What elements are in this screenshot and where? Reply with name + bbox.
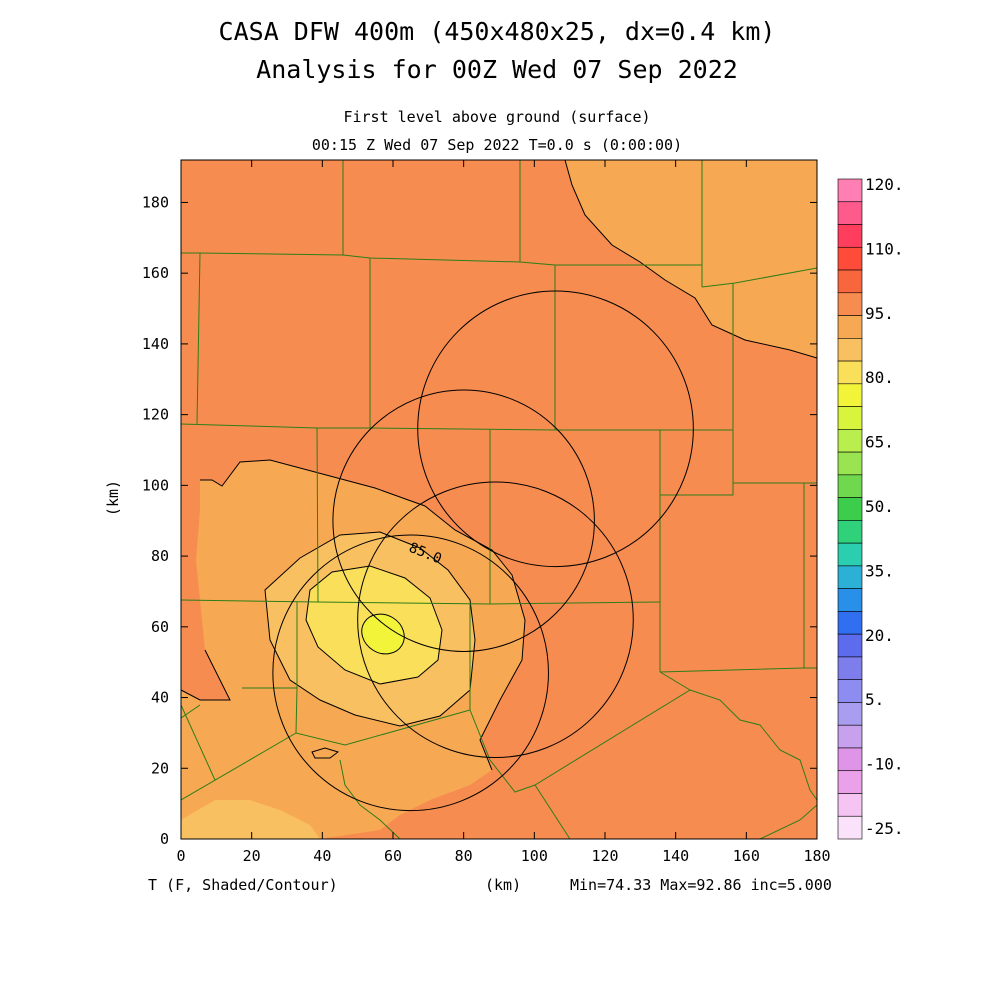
x-axis: 0 20 40 60 80 100 120 140 160 180 bbox=[176, 160, 831, 865]
x-tick-label-6: 120 bbox=[591, 847, 618, 865]
colorbar-segment-3 bbox=[837, 246, 863, 271]
radar-ring-2 bbox=[357, 481, 634, 759]
colorbar-label-4: 65. bbox=[865, 433, 894, 452]
x-tick-label-5: 100 bbox=[521, 847, 548, 865]
colorbar-label-5: 50. bbox=[865, 497, 894, 516]
colorbar bbox=[837, 178, 863, 840]
colorbar-segment-8 bbox=[837, 360, 863, 385]
colorbar-label-0: 120. bbox=[865, 175, 904, 194]
colorbar-segment-18 bbox=[837, 588, 863, 612]
y-tick-label-7: 140 bbox=[142, 335, 169, 353]
radar-range-rings bbox=[272, 290, 694, 812]
x-unit-label: (km) bbox=[485, 876, 521, 894]
colorbar-label-6: 35. bbox=[865, 561, 894, 580]
county-boundaries bbox=[181, 160, 817, 839]
radar-ring-0 bbox=[417, 290, 694, 568]
plot-frame bbox=[180, 159, 818, 840]
colorbar-segment-24 bbox=[837, 724, 863, 749]
colorbar-label-8: 5. bbox=[865, 690, 884, 709]
x-tick-label-7: 140 bbox=[662, 847, 689, 865]
main-title: CASA DFW 400m (450x480x25, dx=0.4 km) bbox=[219, 17, 776, 46]
colorbar-labels: 120. 110. 95. 80. 65. 50. 35. 20. 5. -10. -25. bbox=[865, 175, 904, 838]
y-axis-label: (km) bbox=[104, 480, 122, 516]
colorbar-segment-0 bbox=[837, 178, 863, 203]
colorbar-segment-21 bbox=[837, 656, 863, 680]
colorbar-segment-5 bbox=[837, 292, 863, 316]
y-tick-label-3: 60 bbox=[151, 618, 169, 636]
radar-ring-1 bbox=[332, 389, 595, 652]
colorbar-segment-26 bbox=[837, 770, 863, 794]
colorbar-label-10: -25. bbox=[865, 819, 904, 838]
y-tick-label-0: 0 bbox=[160, 830, 169, 848]
level-subtitle: First level above ground (surface) bbox=[343, 108, 650, 126]
y-tick-label-6: 120 bbox=[142, 406, 169, 424]
colorbar-label-2: 95. bbox=[865, 304, 894, 323]
x-tick-label-1: 20 bbox=[243, 847, 261, 865]
colorbar-segment-22 bbox=[837, 679, 863, 703]
colorbar-segment-25 bbox=[837, 747, 863, 772]
y-tick-label-1: 20 bbox=[151, 759, 169, 777]
radar-ring-3 bbox=[272, 534, 549, 812]
y-tick-label-4: 80 bbox=[151, 547, 169, 565]
colorbar-segment-15 bbox=[837, 520, 863, 544]
contour-85 bbox=[200, 459, 526, 771]
colorbar-segment-10 bbox=[837, 406, 863, 430]
y-tick-label-9: 180 bbox=[142, 193, 169, 211]
colorbar-label-9: -10. bbox=[865, 755, 904, 774]
colorbar-segment-28 bbox=[837, 815, 863, 840]
y-tick-label-5: 100 bbox=[142, 476, 169, 494]
x-tick-label-3: 60 bbox=[384, 847, 402, 865]
y-axis: 0 20 40 60 80 100 120 140 160 180 bbox=[142, 193, 817, 848]
time-subtitle: 00:15 Z Wed 07 Sep 2022 T=0.0 s (0:00:00… bbox=[312, 136, 682, 154]
x-tick-label-4: 80 bbox=[455, 847, 473, 865]
colorbar-segment-27 bbox=[837, 793, 863, 817]
colorbar-segment-1 bbox=[837, 201, 863, 225]
y-tick-label-8: 160 bbox=[142, 264, 169, 282]
colorbar-segment-12 bbox=[837, 451, 863, 476]
contour-sw bbox=[181, 649, 231, 701]
colorbar-label-7: 20. bbox=[865, 626, 894, 645]
colorbar-segment-2 bbox=[837, 224, 863, 248]
field-stats: Min=74.33 Max=92.86 inc=5.000 bbox=[570, 876, 832, 894]
x-tick-label-9: 180 bbox=[803, 847, 830, 865]
colorbar-segment-17 bbox=[837, 565, 863, 589]
colorbar-segment-6 bbox=[837, 315, 863, 339]
colorbar-segment-14 bbox=[837, 497, 863, 521]
temperature-field-80-85-southwest bbox=[181, 800, 320, 839]
variable-label: T (F, Shaded/Contour) bbox=[148, 876, 338, 894]
colorbar-label-3: 80. bbox=[865, 368, 894, 387]
colorbar-segment-9 bbox=[837, 383, 863, 407]
colorbar-segment-7 bbox=[837, 338, 863, 362]
colorbar-segment-13 bbox=[837, 474, 863, 498]
main-title-line2: Analysis for 00Z Wed 07 Sep 2022 bbox=[256, 55, 738, 84]
map-plot: 85.0 bbox=[181, 160, 817, 839]
y-tick-label-2: 40 bbox=[151, 689, 169, 707]
contour-75 bbox=[305, 565, 443, 685]
contour-lines bbox=[181, 160, 817, 771]
colorbar-segment-11 bbox=[837, 429, 863, 453]
colorbar-segment-4 bbox=[837, 269, 863, 294]
colorbar-segment-16 bbox=[837, 542, 863, 567]
x-tick-label-2: 40 bbox=[313, 847, 331, 865]
colorbar-segment-19 bbox=[837, 611, 863, 635]
temperature-field-85-90-northeast bbox=[565, 160, 817, 358]
colorbar-segment-23 bbox=[837, 702, 863, 726]
x-tick-label-0: 0 bbox=[176, 847, 185, 865]
contour-85-ne bbox=[564, 160, 817, 359]
contour-pond bbox=[311, 747, 340, 759]
colorbar-label-1: 110. bbox=[865, 239, 904, 258]
temperature-field-70-75 bbox=[361, 614, 405, 654]
x-tick-label-8: 160 bbox=[733, 847, 760, 865]
colorbar-segment-20 bbox=[837, 633, 863, 658]
contour-70 bbox=[361, 613, 405, 655]
contour-80 bbox=[264, 531, 476, 727]
